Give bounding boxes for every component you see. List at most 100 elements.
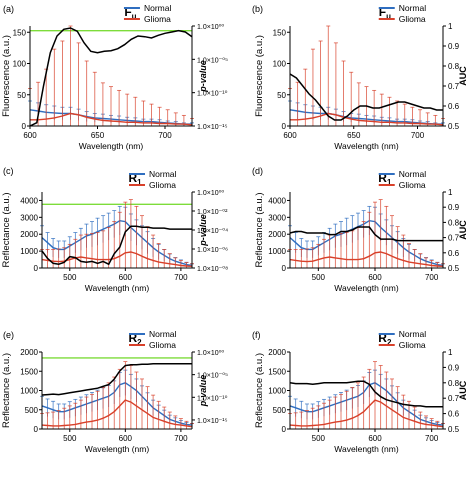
- normal-series-line: [289, 382, 444, 426]
- panel-label: (c): [3, 166, 14, 176]
- y-tick-label: 1500: [20, 367, 38, 376]
- y-tick-label: 50: [17, 91, 26, 100]
- chart-panel-a: (a) Fu 600 650 700 0 50 100 150 1.0×10⁻¹⁵ 1.0×10⁻¹…: [1, 3, 228, 151]
- chart-panel-b: (b) Fu 600 650 700 0 50 100 150 0.5 0.6 0.7 0.8 0.9 1 W…: [252, 3, 468, 151]
- panel-label: (a): [3, 4, 14, 14]
- y2-tick-label: 1.0×10⁰⁰: [197, 189, 224, 197]
- normal-series-line: [289, 219, 444, 267]
- y2-tick-label: 0.6: [448, 249, 460, 258]
- x-tick-label: 600: [119, 434, 133, 443]
- legend-label-glioma: Glioma: [399, 14, 426, 24]
- x-axis-label: Wavelength (nm): [334, 444, 399, 454]
- x-tick-label: 600: [119, 273, 133, 282]
- legend-label-normal: Normal: [149, 329, 177, 339]
- y2-tick-label: 0.5: [448, 425, 460, 434]
- y-tick-label: 2000: [268, 230, 286, 239]
- x-axis-label: Wavelength (nm): [79, 141, 144, 151]
- y2-tick-label: 1.0×10⁻⁰⁸: [197, 265, 228, 273]
- panel-label: (f): [252, 330, 261, 340]
- y-tick-label: 150: [13, 28, 27, 37]
- statistic-curve: [289, 73, 443, 121]
- chart-title: R1: [378, 171, 392, 187]
- x-tick-label: 500: [63, 434, 77, 443]
- y-tick-label: 1500: [268, 367, 286, 376]
- y-tick-label: 0: [34, 425, 39, 434]
- x-tick-label: 500: [312, 434, 326, 443]
- x-axis-label: Wavelength (nm): [334, 283, 399, 293]
- y-tick-label: 150: [273, 28, 287, 37]
- y2-tick-label: 0.6: [448, 410, 460, 419]
- y2-tick-label: 0.7: [448, 234, 460, 243]
- y-tick-label: 4000: [20, 196, 38, 205]
- x-tick-label: 700: [425, 434, 439, 443]
- y-tick-label: 4000: [268, 196, 286, 205]
- y-tick-label: 3000: [268, 213, 286, 222]
- y-tick-label: 500: [273, 406, 287, 415]
- glioma-series-line: [289, 251, 444, 267]
- y2-axis-label: p-value: [198, 60, 208, 93]
- y-tick-label: 100: [273, 60, 287, 69]
- panel-label: (e): [3, 330, 14, 340]
- y2-tick-label: 0.7: [448, 394, 460, 403]
- y2-tick-label: 0.8: [448, 379, 460, 388]
- legend-label-glioma: Glioma: [144, 14, 171, 24]
- y2-tick-label: 1.0×10⁻¹⁰: [197, 394, 228, 402]
- legend-label-normal: Normal: [399, 169, 427, 179]
- x-tick-label: 650: [91, 131, 105, 140]
- chart-title: Fu: [379, 5, 391, 21]
- statistic-curve: [289, 380, 443, 408]
- y-axis-label: Reflectance (a.u.): [254, 353, 265, 428]
- y-tick-label: 2000: [268, 348, 286, 357]
- glioma-series-line: [41, 399, 193, 428]
- x-tick-label: 700: [174, 273, 188, 282]
- glioma-series-line: [289, 399, 444, 428]
- y2-tick-label: 1.0×10⁻⁰²: [197, 208, 228, 216]
- y2-tick-label: 1: [448, 188, 453, 197]
- y2-tick-label: 1.0×10⁰⁰: [197, 349, 224, 357]
- y2-tick-label: 1.0×10⁻⁰⁶: [197, 246, 228, 254]
- legend-label-glioma: Glioma: [149, 180, 176, 190]
- y2-tick-label: 1.0×10⁻¹⁵: [197, 124, 228, 131]
- x-tick-label: 500: [63, 273, 77, 282]
- x-tick-label: 650: [347, 131, 361, 140]
- x-tick-label: 700: [174, 434, 188, 443]
- legend-label-normal: Normal: [399, 329, 427, 339]
- y-tick-label: 3000: [20, 213, 38, 222]
- x-tick-label: 700: [425, 273, 439, 282]
- normal-series-line: [41, 219, 193, 267]
- statistic-curve: [41, 363, 192, 396]
- y2-tick-label: 0.5: [448, 122, 460, 131]
- chart-panel-e: (e) R2 500 600 700 0 500 1000 1500 2000 1.0×10⁻¹⁵ 1…: [1, 329, 228, 454]
- legend-label-glioma: Glioma: [399, 180, 426, 190]
- y2-tick-label: 1.0×10⁻⁰⁴: [197, 227, 228, 235]
- y-tick-label: 0: [282, 122, 287, 131]
- chart-title: R2: [378, 331, 392, 347]
- y2-tick-label: 1.0×10⁻¹⁵: [197, 418, 228, 425]
- x-axis-label: Wavelength (nm): [85, 444, 150, 454]
- chart-title: R1: [128, 171, 142, 187]
- y2-tick-label: 1.0×10⁻⁰⁵: [197, 56, 228, 64]
- x-tick-label: 600: [368, 434, 382, 443]
- x-tick-label: 700: [158, 131, 172, 140]
- y2-axis-label: AUC: [458, 220, 468, 240]
- y-tick-label: 1000: [268, 247, 286, 256]
- y2-tick-label: 1.0×10⁻⁰⁵: [197, 372, 228, 380]
- y-tick-label: 0: [282, 264, 287, 273]
- y-axis-label: Reflectance (a.u.): [254, 193, 265, 268]
- y2-tick-label: 0.8: [448, 218, 460, 227]
- legend-label-glioma: Glioma: [399, 340, 426, 350]
- panel-label: (d): [252, 166, 263, 176]
- x-tick-label: 500: [312, 273, 326, 282]
- glioma-series-line: [290, 112, 444, 126]
- chart-panel-c: (c) R1 500 600 700 0 1000 2000 3000 4000 1.0×10⁻⁰⁸…: [1, 166, 228, 293]
- y-tick-label: 2000: [20, 348, 38, 357]
- y-tick-label: 1000: [20, 387, 38, 396]
- y2-tick-label: 0.5: [448, 264, 460, 273]
- panel-label: (b): [252, 4, 263, 14]
- chart-title: Fu: [124, 5, 136, 21]
- y-axis-label: Reflectance (a.u.): [1, 193, 12, 268]
- legend-label-normal: Normal: [399, 3, 427, 13]
- y2-tick-label: 0.7: [448, 82, 460, 91]
- x-tick-label: 700: [411, 131, 425, 140]
